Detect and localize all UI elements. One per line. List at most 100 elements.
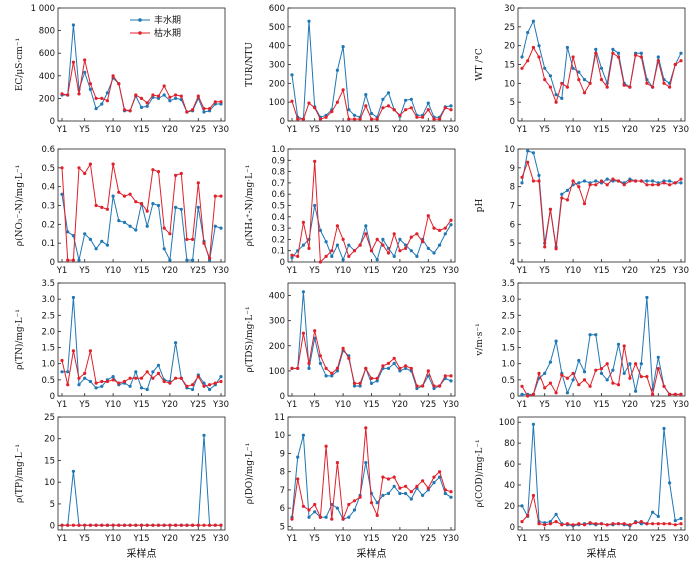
data-point xyxy=(409,249,413,253)
data-point xyxy=(128,384,132,388)
x-tick-label: Y25 xyxy=(419,125,436,135)
data-point xyxy=(668,85,672,89)
data-point xyxy=(168,232,172,236)
data-point xyxy=(554,512,558,516)
y-tick-label: 5 xyxy=(280,522,285,532)
data-point xyxy=(656,522,660,526)
data-point xyxy=(622,83,626,87)
data-point xyxy=(599,522,604,526)
data-point xyxy=(364,461,368,465)
data-point xyxy=(375,117,379,121)
y-tick-label: 15 xyxy=(44,456,55,466)
x-tick-label: Y15 xyxy=(362,534,379,544)
data-point xyxy=(324,240,328,244)
x-tick-label: Y25 xyxy=(419,266,436,276)
y-tick-label: 0.6 xyxy=(41,145,55,155)
data-point xyxy=(191,387,195,392)
data-point xyxy=(651,183,655,187)
data-point xyxy=(520,504,524,508)
plot-frame xyxy=(287,7,456,122)
data-point xyxy=(213,100,217,104)
data-point xyxy=(145,523,149,527)
data-point xyxy=(191,108,195,112)
series-line xyxy=(291,21,452,120)
y-tick-label: 25 xyxy=(44,413,55,423)
data-point xyxy=(594,51,598,55)
data-point xyxy=(565,45,570,50)
data-point xyxy=(296,477,300,481)
data-point xyxy=(335,366,339,370)
data-point xyxy=(560,96,564,100)
data-point xyxy=(347,502,351,507)
data-point xyxy=(622,183,626,187)
series-dry-season xyxy=(60,162,223,262)
data-point xyxy=(301,243,305,247)
y-tick-label: 0 xyxy=(280,392,285,402)
data-point xyxy=(128,523,132,527)
data-point xyxy=(639,51,643,55)
data-point xyxy=(668,522,672,526)
data-point xyxy=(438,470,442,474)
y-tick-label: 0.5 xyxy=(271,202,285,212)
data-point xyxy=(639,375,643,379)
data-point xyxy=(426,246,430,250)
y-tick-label: 0 xyxy=(510,117,515,127)
data-point xyxy=(307,19,311,23)
data-point xyxy=(313,329,317,333)
y-tick-label: 0.1 xyxy=(271,247,285,257)
data-point xyxy=(662,181,666,185)
data-point xyxy=(634,179,638,183)
data-point xyxy=(599,78,604,82)
data-point xyxy=(162,379,166,384)
x-tick-label: Y1 xyxy=(56,400,68,410)
y-tick-label: 30 xyxy=(504,4,515,14)
data-point xyxy=(60,358,64,363)
data-point xyxy=(375,237,379,241)
data-point xyxy=(554,339,558,343)
data-point xyxy=(599,371,604,375)
series-dry-season xyxy=(290,426,453,521)
data-point xyxy=(313,502,317,507)
data-point xyxy=(202,523,206,527)
x-tick-label: Y25 xyxy=(189,266,206,276)
data-point xyxy=(645,295,649,300)
y-tick-label: 1.0 xyxy=(271,145,285,155)
data-point xyxy=(208,387,212,392)
data-point xyxy=(616,179,621,183)
data-point xyxy=(554,520,558,524)
data-point xyxy=(599,367,604,371)
data-point xyxy=(100,96,104,100)
data-point xyxy=(185,258,189,262)
x-tick-label: Y1 xyxy=(56,534,68,544)
data-point xyxy=(208,107,212,111)
x-tick-label: Y30 xyxy=(212,266,229,276)
data-point xyxy=(673,181,677,185)
data-point xyxy=(117,219,121,223)
series-line xyxy=(522,297,681,395)
x-tick-label: Y10 xyxy=(564,400,581,410)
x-tick-label: Y20 xyxy=(391,534,408,544)
data-point xyxy=(111,378,115,382)
data-point xyxy=(421,384,425,388)
data-point xyxy=(386,104,391,108)
x-tick-label: Y20 xyxy=(621,266,638,276)
data-point xyxy=(352,249,357,253)
y-tick-label: 5 xyxy=(50,500,55,510)
y-tick-label: 3.0 xyxy=(41,295,55,305)
data-point xyxy=(191,258,195,262)
x-tick-label: Y30 xyxy=(672,266,689,276)
x-tick-label: Y5 xyxy=(308,400,320,410)
data-point xyxy=(392,108,396,112)
data-point xyxy=(105,243,109,247)
data-point xyxy=(139,202,144,206)
data-point xyxy=(128,224,132,228)
data-point xyxy=(88,82,92,86)
data-point xyxy=(369,111,374,116)
data-point xyxy=(156,94,161,98)
data-point xyxy=(290,73,294,77)
data-point xyxy=(548,74,553,78)
x-axis-label: 采样点 xyxy=(127,547,157,560)
data-point xyxy=(202,110,206,114)
data-point xyxy=(432,226,436,230)
